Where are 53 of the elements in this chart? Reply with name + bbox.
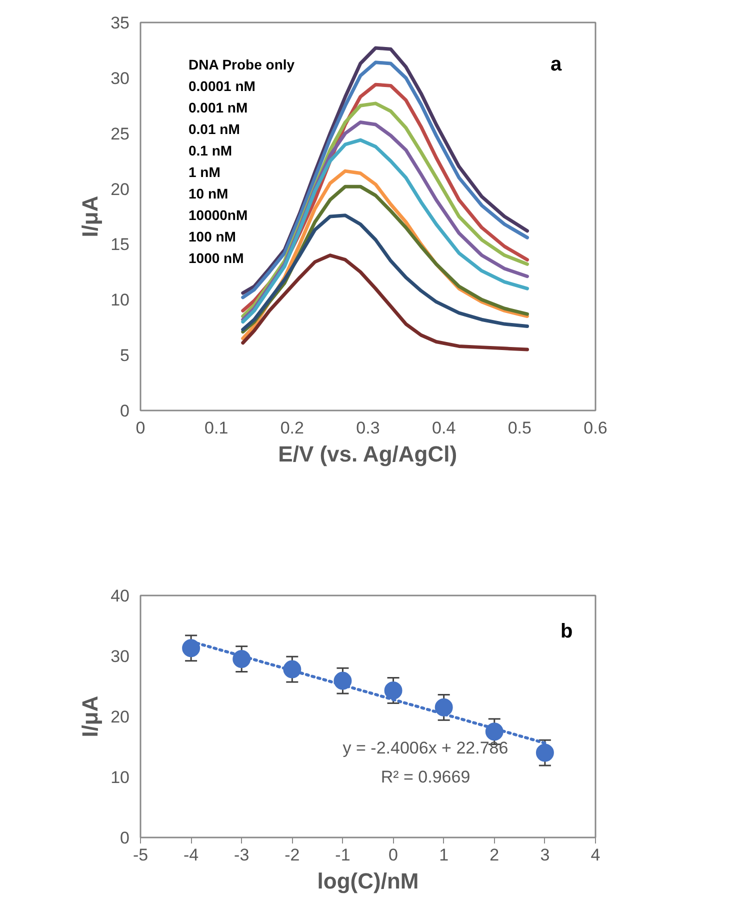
x-tick-label: 0.5 — [508, 418, 532, 438]
x-tick-label: 0.3 — [356, 418, 380, 438]
y-tick-label: 35 — [110, 14, 130, 32]
annotation: 1 nM — [188, 164, 220, 180]
point — [182, 639, 200, 658]
point — [536, 744, 554, 762]
annotation: a — [550, 54, 562, 76]
point — [434, 698, 453, 716]
y-tick-label: 10 — [110, 290, 130, 310]
point — [384, 682, 402, 700]
annotation: b — [560, 620, 573, 642]
annotation: 10 nM — [188, 186, 228, 202]
annotation: R² = 0.9669 — [380, 768, 470, 786]
x-tick-label: -2 — [284, 846, 300, 864]
x-tick-label: 0 — [136, 418, 146, 438]
y-tick-label: 20 — [110, 180, 130, 199]
line-series — [241, 254, 529, 352]
y-tick-label: 40 — [110, 586, 130, 606]
y-tick-label: 5 — [120, 346, 130, 366]
annotation: 0.1 nM — [188, 142, 232, 158]
x-tick-label: 0.1 — [204, 418, 228, 438]
y-tick-label: 20 — [110, 708, 130, 726]
y-axis-title: I/μA — [78, 196, 103, 238]
y-tick-label: 30 — [110, 68, 130, 88]
annotation: DNA Probe only — [188, 56, 295, 72]
x-tick-label: 2 — [490, 846, 500, 864]
y-tick-label: 30 — [110, 647, 130, 666]
annotation: 100 nM — [188, 228, 236, 244]
y-tick-label: 10 — [110, 768, 130, 787]
y-tick-label: 0 — [120, 828, 130, 848]
annotation: 0.0001 nM — [188, 78, 256, 94]
x-tick-label: -1 — [335, 846, 350, 864]
y-tick-label: 0 — [120, 402, 130, 420]
x-axis-title: E/V (vs. Ag/AgCl) — [278, 442, 458, 466]
x-axis-title: log(C)/nM — [317, 868, 419, 894]
x-tick-label: -4 — [184, 846, 199, 864]
y-tick-label: 25 — [110, 124, 130, 144]
x-tick-label: -3 — [234, 846, 250, 864]
x-tick-label: -5 — [132, 846, 148, 864]
annotation: 1000 nM — [188, 250, 244, 266]
annotation: y = -2.4006x + 22.786 — [342, 738, 508, 758]
x-tick-label: 0.2 — [280, 418, 304, 438]
x-tick-label: 0.6 — [584, 418, 608, 438]
annotation: 0.001 nM — [188, 100, 248, 116]
annotation: 0.01 nM — [188, 121, 240, 137]
x-tick-label: 1 — [439, 846, 449, 864]
x-tick-label: 0.4 — [432, 418, 456, 438]
x-tick-label: 3 — [540, 846, 550, 864]
x-tick-label: 4 — [590, 846, 600, 864]
y-axis-title: I/μA — [78, 696, 103, 738]
annotation: 10000nM — [188, 207, 248, 223]
x-tick-label: 0 — [388, 846, 398, 864]
y-tick-label: 15 — [110, 235, 130, 254]
